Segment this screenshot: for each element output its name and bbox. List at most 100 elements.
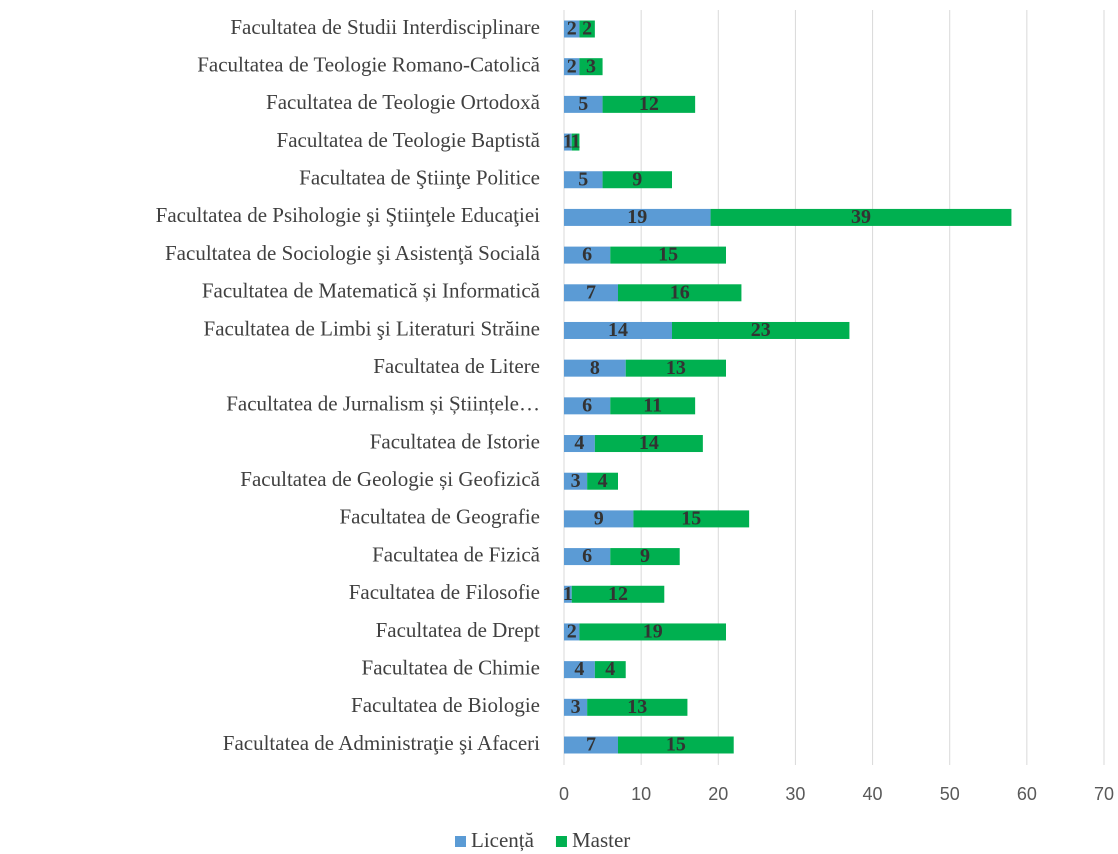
data-label: 14 [639, 432, 659, 454]
data-label: 16 [670, 281, 690, 303]
x-tick-label: 60 [1017, 784, 1037, 804]
data-label: 6 [582, 394, 592, 416]
bar-segment [564, 698, 588, 716]
category-label: Facultatea de Psihologie şi Ştiinţele Ed… [156, 203, 540, 227]
data-label: 12 [639, 93, 659, 115]
category-label: Facultatea de Limbi şi Literaturi Străin… [204, 316, 540, 340]
data-label: 8 [590, 357, 600, 379]
bar-segment [564, 95, 603, 113]
legend-label: Licență [471, 828, 535, 852]
data-label: 7 [586, 281, 596, 303]
x-tick-label: 70 [1094, 784, 1114, 804]
data-label: 13 [666, 357, 686, 379]
data-label: 15 [681, 507, 701, 529]
bar-segment [618, 736, 734, 754]
x-tick-label: 20 [708, 784, 728, 804]
bar-segment [672, 321, 850, 339]
data-label: 13 [627, 696, 647, 718]
category-label: Facultatea de Ştiinţe Politice [299, 166, 540, 190]
bar-segment [579, 623, 726, 641]
data-label: 2 [567, 18, 577, 40]
category-label: Facultatea de Chimie [362, 655, 540, 679]
x-tick-label: 50 [940, 784, 960, 804]
bar-segment [564, 321, 672, 339]
data-label: 9 [640, 545, 650, 567]
data-label: 11 [643, 394, 662, 416]
bar-segment [579, 20, 595, 38]
bar-segment [564, 623, 580, 641]
data-label: 1 [571, 131, 581, 153]
x-tick-label: 0 [559, 784, 569, 804]
category-label: Facultatea de Geologie și Geofizică [240, 467, 540, 491]
category-label: Facultatea de Drept [376, 618, 541, 642]
data-label: 12 [608, 583, 628, 605]
bar-segment [618, 284, 742, 302]
data-label: 14 [608, 319, 628, 341]
category-label: Facultatea de Matematică și Informatică [202, 279, 541, 303]
bar-segment [564, 585, 572, 603]
bar-segment [633, 510, 750, 528]
data-label: 23 [751, 319, 771, 341]
bar-segment [564, 661, 595, 679]
bar-segment [564, 397, 611, 415]
bar-segment [564, 246, 611, 264]
data-label: 9 [632, 168, 642, 190]
bar-segment [571, 133, 580, 151]
legend-swatch [455, 836, 466, 847]
data-label: 3 [571, 696, 581, 718]
data-label: 3 [571, 470, 581, 492]
data-label: 15 [666, 734, 686, 756]
x-tick-label: 10 [631, 784, 651, 804]
bar-segment [602, 95, 696, 113]
bar-segment [564, 736, 618, 754]
data-label: 4 [574, 658, 584, 680]
data-label: 4 [574, 432, 584, 454]
category-label: Facultatea de Litere [373, 354, 540, 378]
data-label: 19 [643, 621, 663, 643]
category-label: Facultatea de Jurnalism și Științele… [226, 392, 540, 416]
category-label: Facultatea de Filosofie [349, 580, 540, 604]
bar-segment [564, 548, 611, 566]
category-label: Facultatea de Sociologie şi Asistenţă So… [165, 241, 541, 265]
category-label: Facultatea de Geografie [339, 505, 540, 529]
data-label: 7 [586, 734, 596, 756]
data-label: 6 [582, 244, 592, 266]
data-label: 1 [563, 583, 573, 605]
data-label: 6 [582, 545, 592, 567]
bar-segment [564, 20, 580, 38]
category-label: Facultatea de Teologie Baptistă [277, 128, 541, 152]
data-label: 2 [567, 55, 577, 77]
data-label: 3 [586, 55, 596, 77]
data-label: 5 [578, 168, 588, 190]
data-label: 5 [578, 93, 588, 115]
bar-segment [587, 472, 618, 490]
bar-segment [564, 472, 588, 490]
data-label: 19 [627, 206, 647, 228]
bar-segment [594, 435, 703, 453]
bar-segment [625, 359, 726, 377]
data-label: 1 [563, 131, 573, 153]
bar-segment [564, 359, 626, 377]
bar-segment [594, 661, 626, 679]
bar-segment [564, 284, 618, 302]
bar-segment [564, 208, 711, 226]
legend-swatch [555, 836, 567, 847]
bar-segment [564, 510, 634, 528]
data-label: 39 [851, 206, 871, 228]
category-label: Facultatea de Fizică [372, 542, 541, 566]
data-label: 9 [594, 507, 604, 529]
bar-segment [610, 397, 696, 415]
bar-segment [602, 171, 672, 189]
bar-segment [564, 133, 572, 151]
bar-segment [610, 246, 726, 264]
data-label: 4 [605, 658, 615, 680]
data-label: 15 [658, 244, 678, 266]
bar-segment [710, 208, 1012, 226]
x-tick-label: 30 [785, 784, 805, 804]
category-label: Facultatea de Teologie Ortodoxă [266, 90, 541, 114]
bar-segment [564, 58, 580, 76]
bar-segment [564, 171, 603, 189]
bar-segment [610, 548, 680, 566]
bar-segment [587, 698, 688, 716]
